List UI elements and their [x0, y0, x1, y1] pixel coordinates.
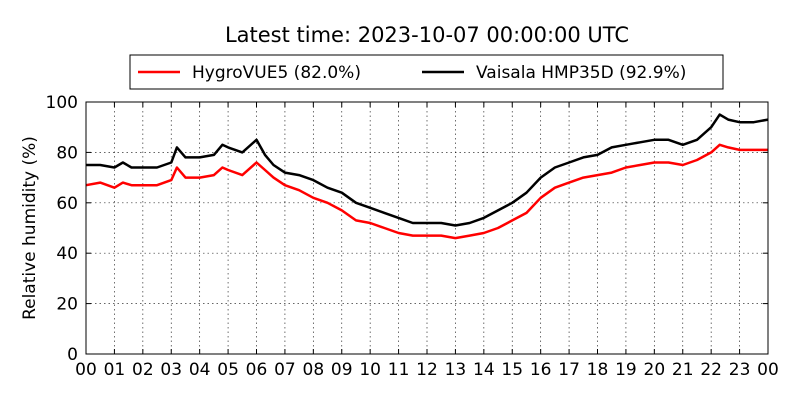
x-tick-labels: 00 01 02 03 04 05 06 07 08 09 10 11 12 13 14 15 16 17 18 19…	[75, 102, 779, 380]
legend-label-vaisala: Vaisala HMP35D (92.9%)	[476, 63, 686, 83]
x-tick-label: 12	[416, 360, 438, 380]
x-tick-label: 15	[501, 360, 523, 380]
y-tick-label: 40	[56, 244, 78, 264]
x-tick-label: 07	[274, 360, 296, 380]
y-tick-label: 20	[56, 295, 78, 315]
x-tick-label: 09	[331, 360, 353, 380]
chart-title: Latest time: 2023-10-07 00:00:00 UTC	[225, 23, 629, 47]
x-tick-label: 03	[160, 360, 182, 380]
x-tick-label: 01	[104, 360, 126, 380]
x-tick-label: 02	[132, 360, 154, 380]
x-tick-label: 23	[729, 360, 751, 380]
series-line-vaisala	[86, 113, 769, 227]
x-tick-label: 21	[672, 360, 694, 380]
x-tick-label: 05	[217, 360, 239, 380]
x-tick-label: 22	[700, 360, 722, 380]
legend-label-hygrovue: HygroVUE5 (82.0%)	[192, 63, 361, 83]
x-tick-label: 11	[388, 360, 410, 380]
y-tick-labels: 0 20 40 60 80 100	[46, 93, 768, 365]
grid-lines	[86, 102, 768, 354]
y-tick-label: 60	[56, 194, 78, 214]
y-axis-label: Relative humidity (%)	[20, 136, 40, 320]
x-tick-label: 00	[75, 360, 97, 380]
y-tick-label: 100	[46, 93, 78, 113]
y-tick-label: 0	[67, 345, 78, 365]
x-tick-label: 20	[644, 360, 666, 380]
y-tick-label: 80	[56, 143, 78, 163]
x-tick-label: 04	[189, 360, 211, 380]
x-tick-label: 13	[445, 360, 467, 380]
x-tick-label: 06	[246, 360, 268, 380]
x-tick-label: 08	[303, 360, 325, 380]
x-tick-label: 00	[757, 360, 779, 380]
x-tick-label: 16	[530, 360, 552, 380]
x-tick-label: 17	[558, 360, 580, 380]
x-tick-label: 18	[587, 360, 609, 380]
series-lines	[85, 113, 769, 240]
x-tick-label: 10	[359, 360, 381, 380]
series-line-hygrovue	[85, 143, 768, 240]
x-tick-label: 19	[615, 360, 637, 380]
x-tick-label: 14	[473, 360, 495, 380]
legend: HygroVUE5 (82.0%) Vaisala HMP35D (92.9%)	[129, 54, 724, 90]
